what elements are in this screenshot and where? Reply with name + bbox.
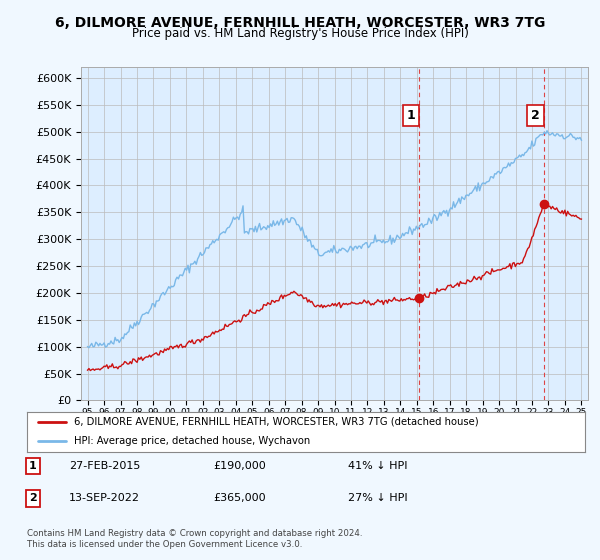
Text: 13-SEP-2022: 13-SEP-2022 xyxy=(69,493,140,503)
Text: Price paid vs. HM Land Registry's House Price Index (HPI): Price paid vs. HM Land Registry's House … xyxy=(131,27,469,40)
Text: 6, DILMORE AVENUE, FERNHILL HEATH, WORCESTER, WR3 7TG (detached house): 6, DILMORE AVENUE, FERNHILL HEATH, WORCE… xyxy=(74,417,479,427)
Text: 1: 1 xyxy=(407,109,415,122)
Text: 27% ↓ HPI: 27% ↓ HPI xyxy=(348,493,407,503)
Text: 1: 1 xyxy=(29,461,37,471)
Text: £365,000: £365,000 xyxy=(213,493,266,503)
Text: £190,000: £190,000 xyxy=(213,461,266,471)
Text: Contains HM Land Registry data © Crown copyright and database right 2024.
This d: Contains HM Land Registry data © Crown c… xyxy=(27,529,362,549)
Text: 2: 2 xyxy=(29,493,37,503)
Text: 6, DILMORE AVENUE, FERNHILL HEATH, WORCESTER, WR3 7TG: 6, DILMORE AVENUE, FERNHILL HEATH, WORCE… xyxy=(55,16,545,30)
Text: 41% ↓ HPI: 41% ↓ HPI xyxy=(348,461,407,471)
Text: 2: 2 xyxy=(531,109,540,122)
Text: 27-FEB-2015: 27-FEB-2015 xyxy=(69,461,140,471)
Text: HPI: Average price, detached house, Wychavon: HPI: Average price, detached house, Wych… xyxy=(74,436,311,446)
